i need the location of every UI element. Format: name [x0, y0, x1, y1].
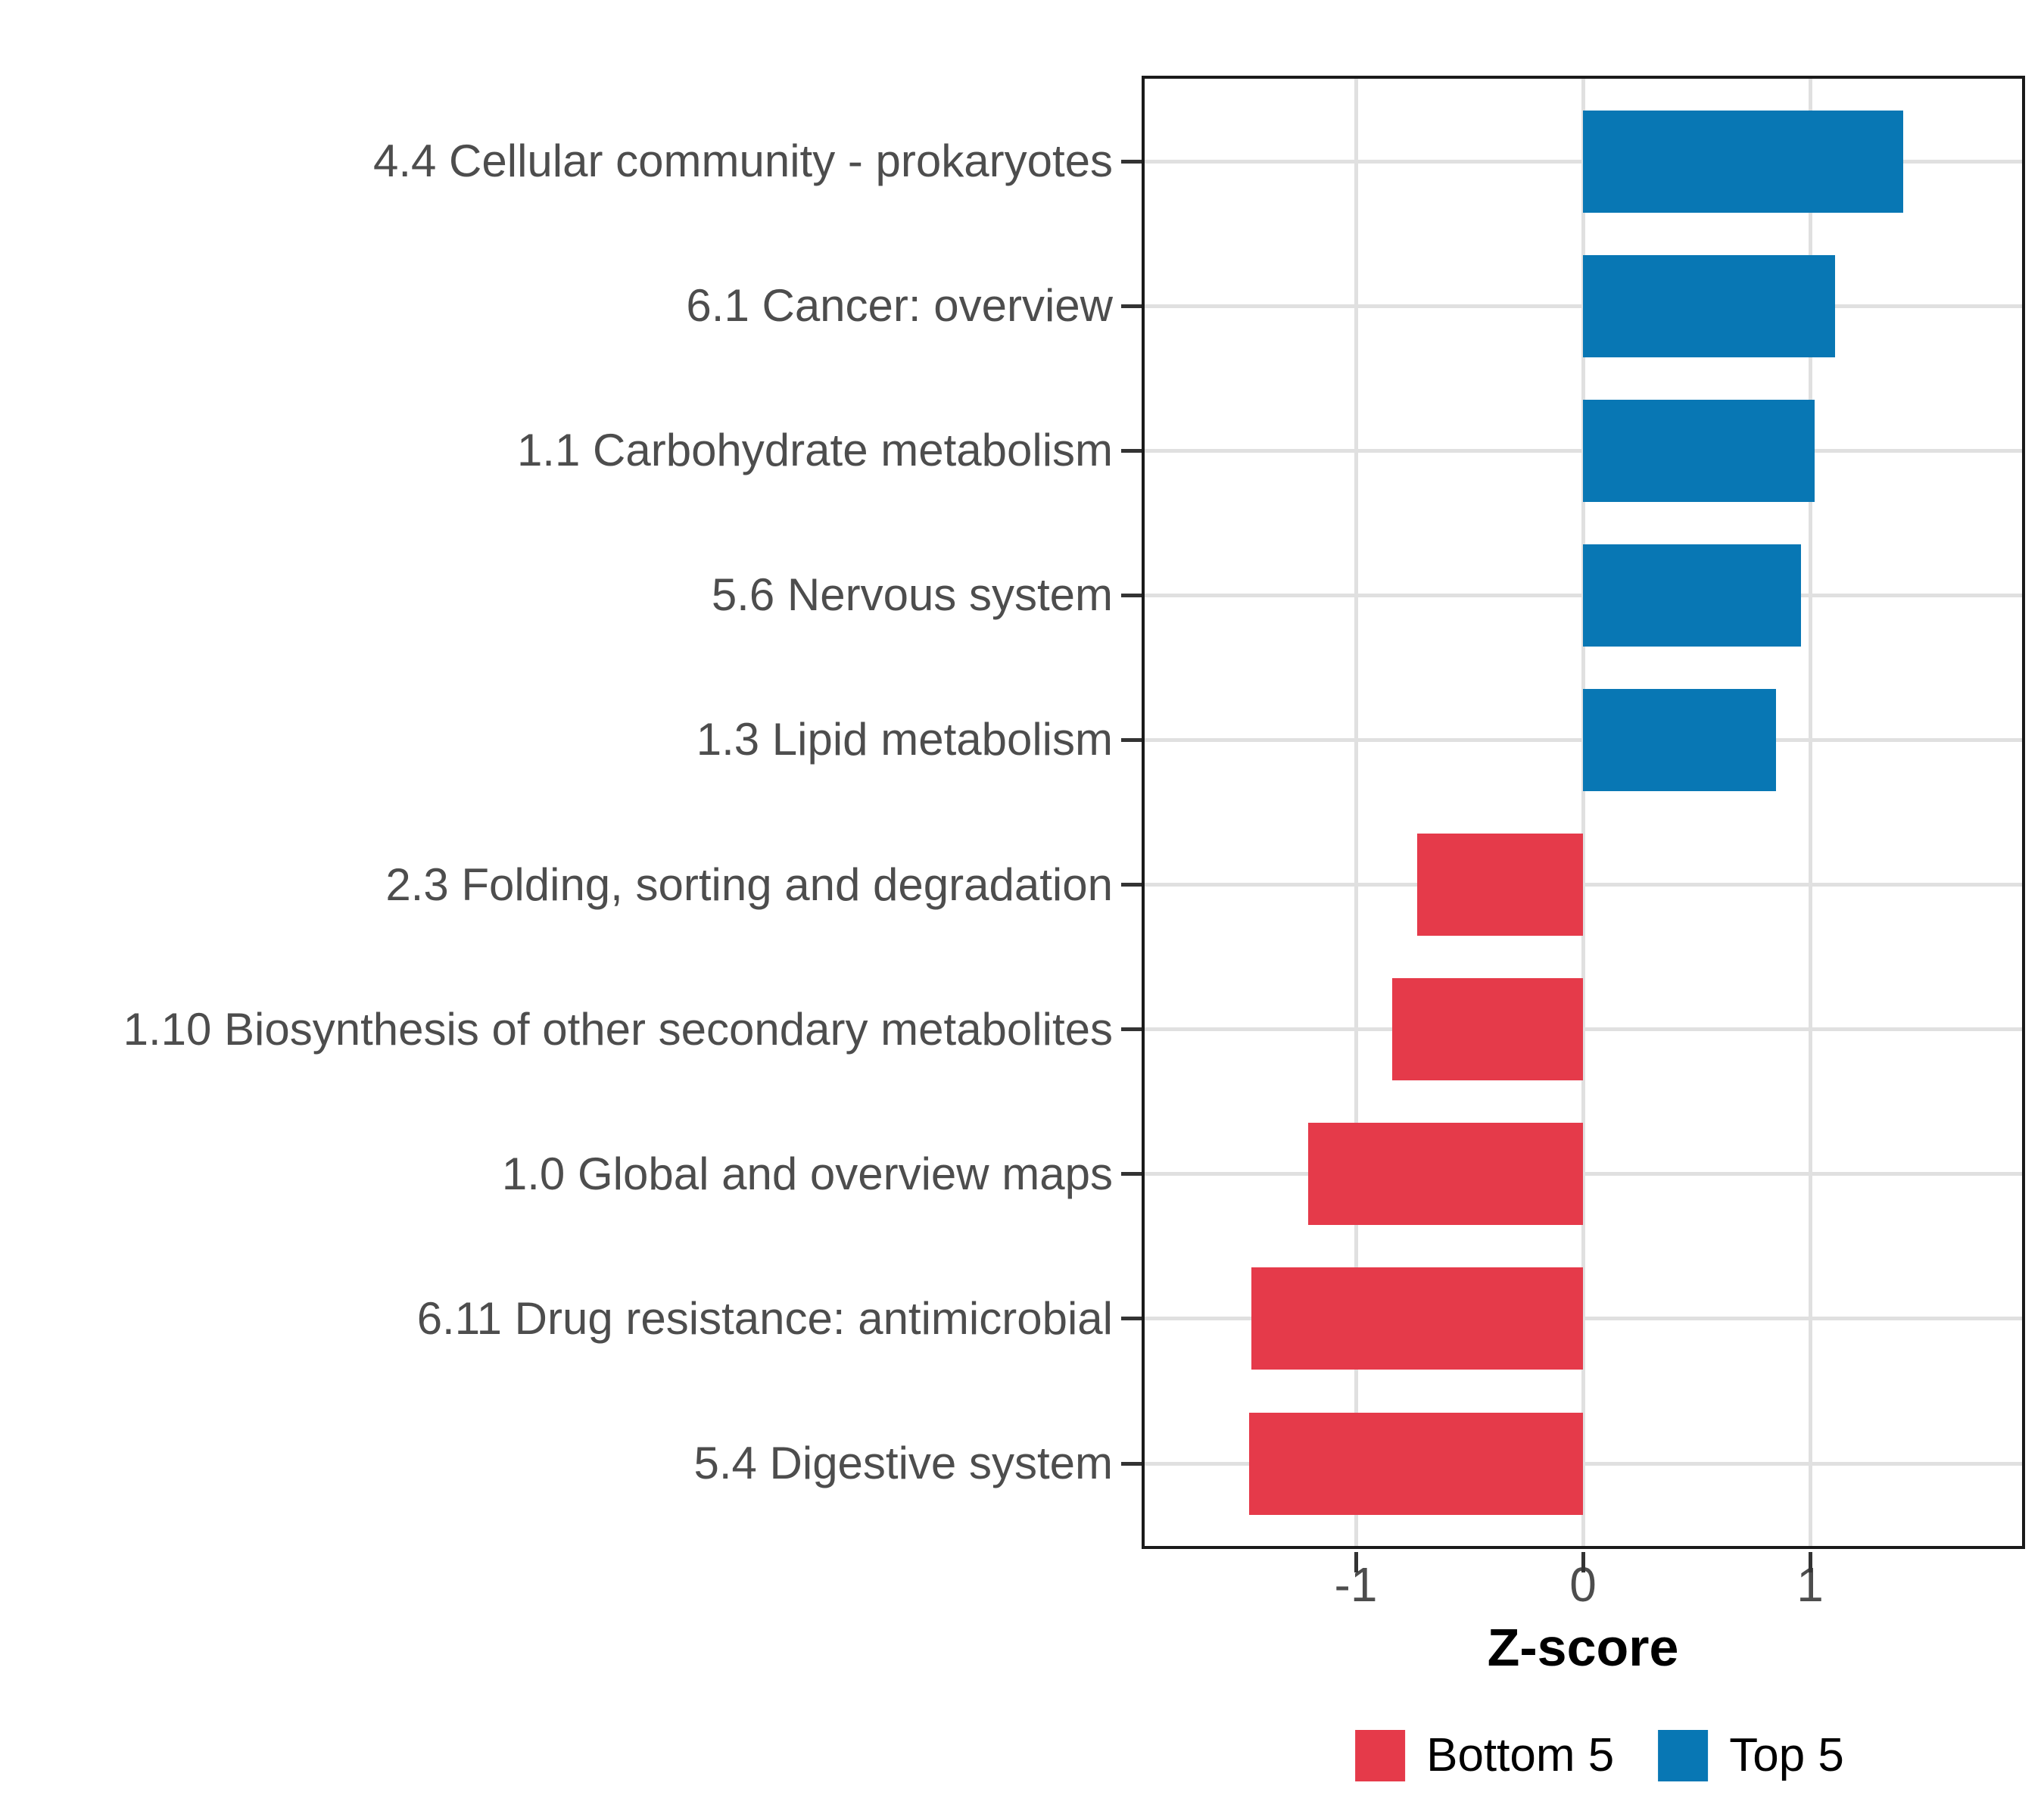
x-tick-mark	[1581, 1552, 1585, 1572]
bar-negative	[1249, 1412, 1583, 1515]
y-gridline	[1142, 1461, 2025, 1466]
y-axis-label: 1.10 Biosynthesis of other secondary met…	[123, 1003, 1113, 1055]
y-tick-mark	[1121, 448, 1142, 453]
bar-positive	[1583, 254, 1835, 357]
y-axis-label: 5.6 Nervous system	[711, 569, 1113, 621]
y-gridline	[1142, 1317, 2025, 1321]
bar-positive	[1583, 399, 1815, 502]
y-gridline	[1142, 1172, 2025, 1177]
y-tick-mark	[1121, 737, 1142, 742]
bar-positive	[1583, 544, 1801, 647]
y-axis-label: 2.3 Folding, sorting and degradation	[385, 859, 1113, 910]
bar-positive	[1583, 688, 1776, 791]
y-axis-label: 5.4 Digestive system	[693, 1438, 1113, 1488]
y-axis-label: 1.3 Lipid metabolism	[696, 714, 1113, 765]
y-tick-mark	[1121, 304, 1142, 308]
legend: Bottom 5 Top 5	[1355, 1730, 1844, 1781]
legend-swatch-top5	[1658, 1730, 1709, 1781]
y-axis-label: 1.1 Carbohydrate metabolism	[516, 425, 1113, 476]
legend-label-top5: Top 5	[1729, 1729, 1844, 1781]
legend-swatch-bottom5	[1355, 1730, 1406, 1781]
y-tick-mark	[1121, 883, 1142, 887]
bar-negative	[1251, 1267, 1583, 1370]
plot-panel	[1142, 76, 2025, 1549]
y-tick-mark	[1121, 159, 1142, 164]
y-tick-mark	[1121, 1317, 1142, 1321]
y-tick-mark	[1121, 593, 1142, 597]
bar-negative	[1308, 1123, 1583, 1226]
y-axis-label: 4.4 Cellular community - prokaryotes	[372, 136, 1113, 186]
bar-negative	[1392, 978, 1583, 1081]
bar-positive	[1583, 110, 1903, 213]
x-tick-mark	[1808, 1552, 1812, 1572]
x-axis-title: Z-score	[1487, 1618, 1679, 1677]
x-gridline-1	[1808, 76, 1812, 1549]
legend-label-bottom5: Bottom 5	[1426, 1729, 1615, 1781]
y-axis-label: 1.0 Global and overview maps	[501, 1148, 1113, 1199]
y-tick-mark	[1121, 1027, 1142, 1032]
x-gridline-0	[1581, 76, 1585, 1549]
y-axis-label: 6.11 Drug resistance: antimicrobial	[416, 1292, 1113, 1344]
y-axis-label: 6.1 Cancer: overview	[686, 280, 1113, 332]
y-gridline	[1142, 883, 2025, 887]
y-tick-mark	[1121, 1172, 1142, 1177]
y-gridline	[1142, 1027, 2025, 1032]
y-tick-mark	[1121, 1461, 1142, 1466]
x-gridline--1	[1354, 76, 1358, 1549]
bar-negative	[1417, 834, 1583, 937]
x-tick-mark	[1354, 1552, 1358, 1572]
